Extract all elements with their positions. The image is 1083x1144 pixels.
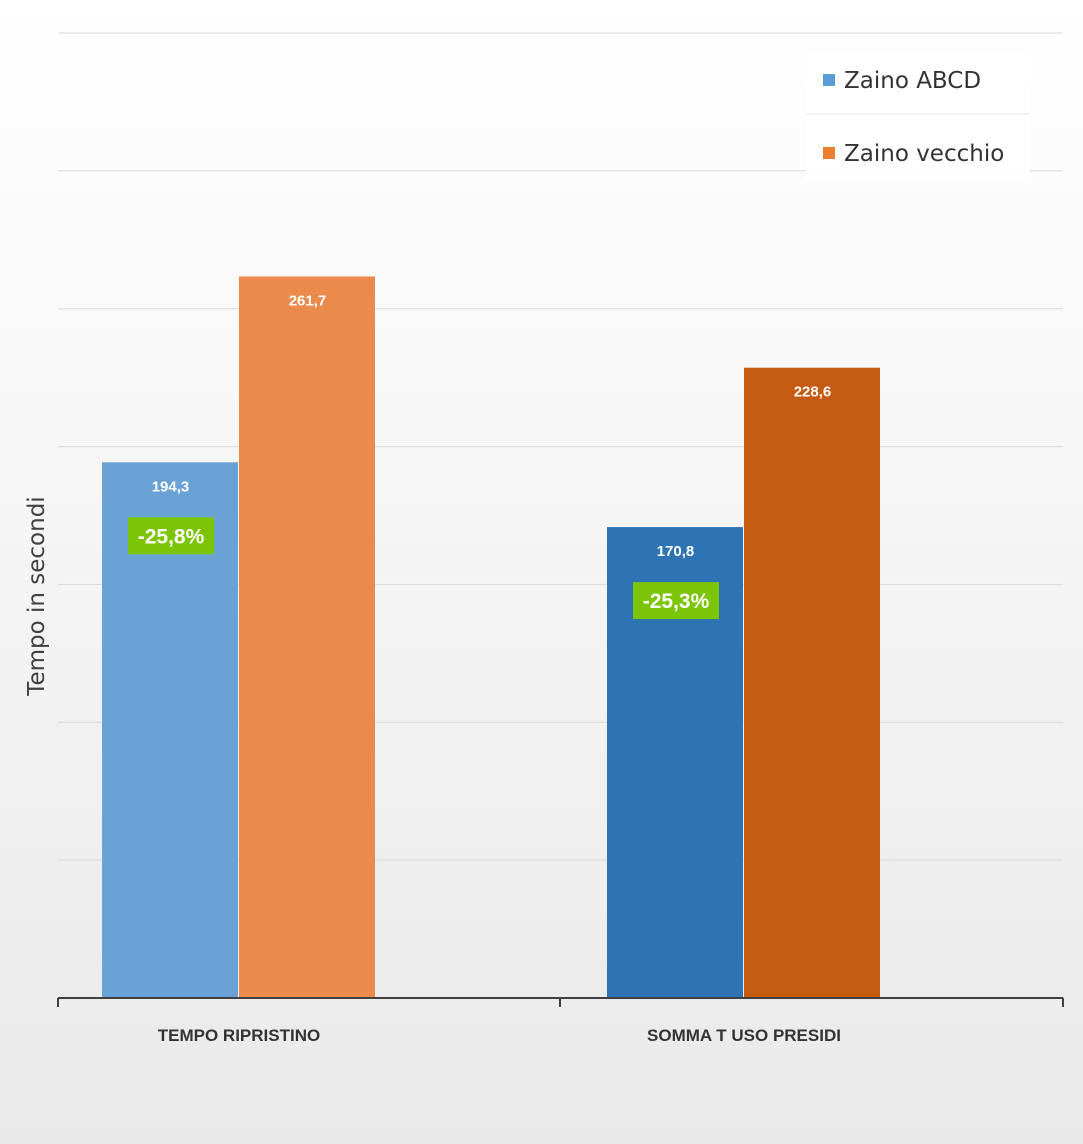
legend-swatch bbox=[823, 147, 835, 159]
data-label: 194,3 bbox=[152, 478, 190, 495]
bar-vecchio-0 bbox=[239, 276, 375, 999]
legend-swatch bbox=[823, 74, 835, 86]
percent-label: -25,8% bbox=[138, 525, 205, 548]
category-label: TEMPO RIPRISTINO bbox=[158, 1026, 320, 1045]
data-label: 170,8 bbox=[657, 543, 695, 560]
legend-box bbox=[806, 52, 1030, 180]
percent-badge bbox=[633, 582, 719, 620]
category-label: SOMMA T USO PRESIDI bbox=[647, 1026, 841, 1045]
y-axis-label: Tempo in secondi bbox=[24, 496, 50, 696]
bars bbox=[102, 276, 880, 999]
legend: Zaino ABCD Zaino vecchio bbox=[806, 52, 1030, 180]
percent-label: -25,3% bbox=[643, 590, 710, 613]
data-label: 228,6 bbox=[794, 384, 832, 401]
annotations: -25,8% -25,3% bbox=[128, 517, 719, 620]
data-label: 261,7 bbox=[289, 292, 327, 309]
legend-label: Zaino vecchio bbox=[844, 141, 1004, 167]
x-axis: TEMPO RIPRISTINO SOMMA T USO PRESIDI bbox=[57, 997, 1064, 1045]
bar-vecchio-1 bbox=[744, 367, 880, 998]
legend-label: Zaino ABCD bbox=[844, 68, 981, 94]
value-labels: 194,3 261,7 170,8 228,6 bbox=[152, 292, 832, 560]
percent-badge bbox=[128, 517, 214, 555]
